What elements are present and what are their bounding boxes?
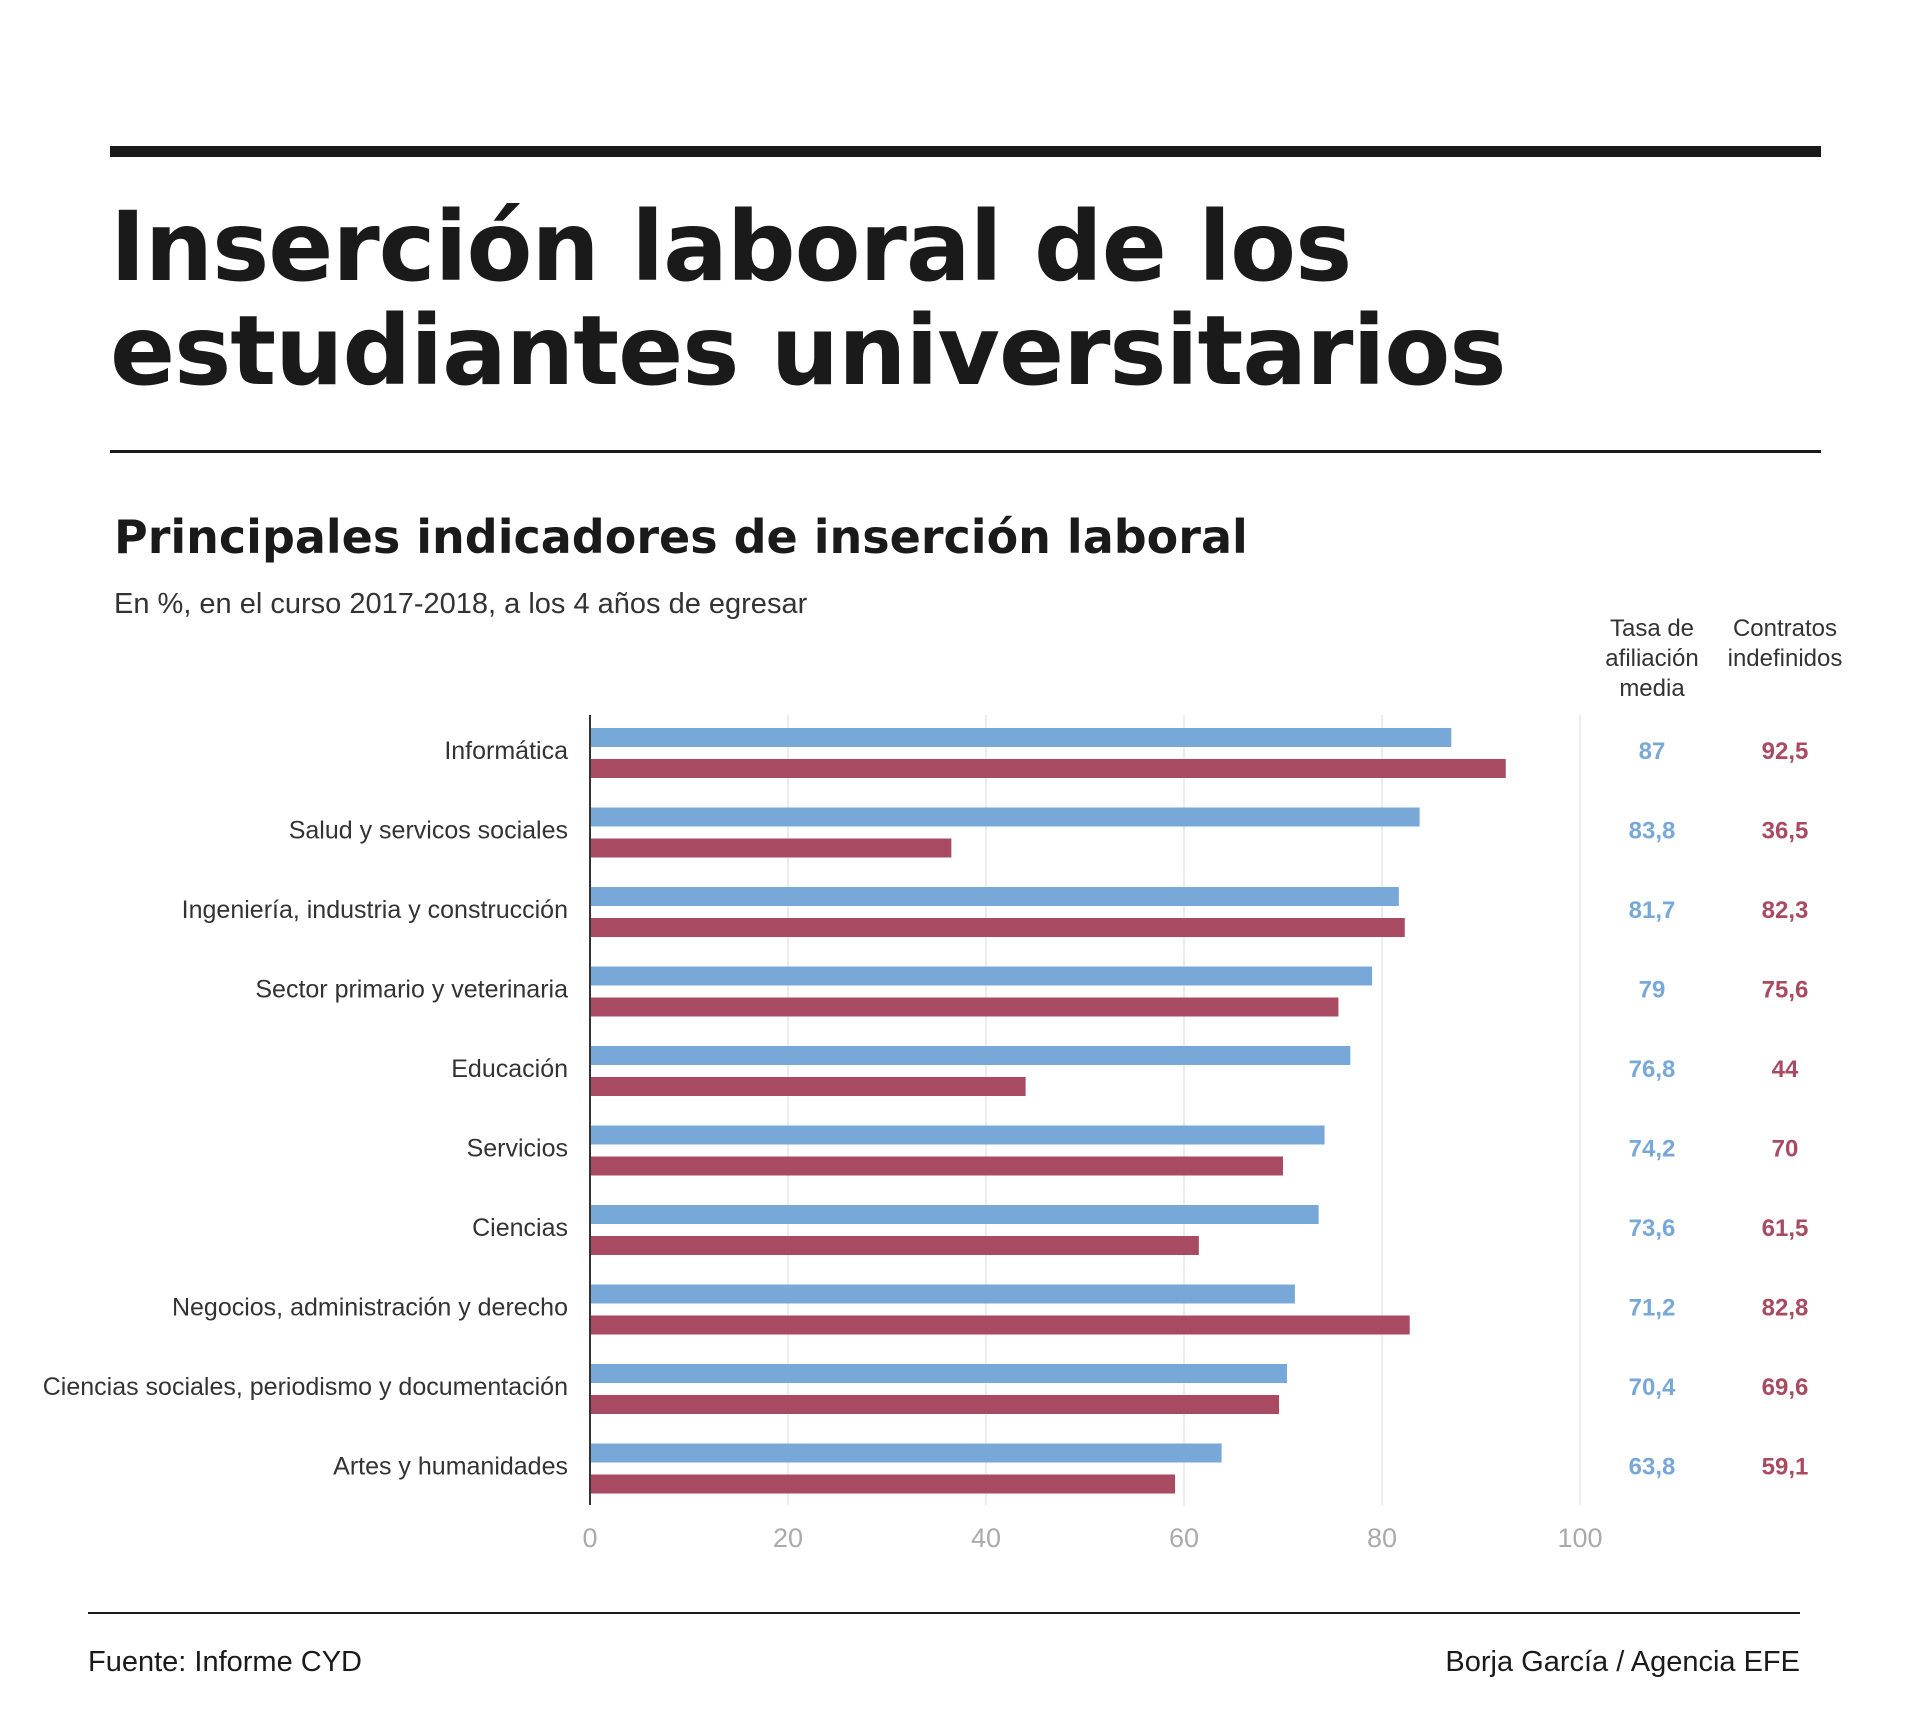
x-tick-label: 40 <box>971 1523 1001 1553</box>
bar-indefinidos <box>590 1236 1199 1255</box>
bar-afiliacion <box>590 1205 1319 1224</box>
chart-title: Principales indicadores de inserción lab… <box>114 510 1248 564</box>
value-label-indefinidos: 82,8 <box>1762 1295 1809 1322</box>
category-label: Informática <box>444 737 568 765</box>
category-label: Negocios, administración y derecho <box>172 1294 568 1322</box>
bar-afiliacion <box>590 887 1399 906</box>
category-label: Ciencias sociales, periodismo y document… <box>43 1373 568 1401</box>
top-rule <box>110 146 1821 157</box>
x-tick-label: 60 <box>1169 1523 1199 1553</box>
x-tick-label: 20 <box>773 1523 803 1553</box>
value-label-indefinidos: 75,6 <box>1762 977 1809 1004</box>
bar-afiliacion <box>590 1443 1222 1463</box>
title-rule <box>110 450 1821 453</box>
column-header-afiliacion: Tasa de afiliación media <box>1605 615 1699 702</box>
category-label: Educación <box>451 1055 568 1083</box>
bar-indefinidos <box>590 838 952 858</box>
page-title: Inserción laboral de los estudiantes uni… <box>110 191 1506 407</box>
bar-indefinidos <box>590 1474 1176 1494</box>
bar-indefinidos <box>590 1315 1410 1335</box>
value-label-afiliacion: 81,7 <box>1629 897 1676 924</box>
column-header-indefinidos: Contratos indefinidos <box>1727 615 1843 672</box>
bar-indefinidos <box>590 1156 1283 1176</box>
value-label-indefinidos: 92,5 <box>1762 738 1809 765</box>
bar-indefinidos <box>590 1077 1026 1096</box>
x-tick-label: 100 <box>1557 1523 1602 1553</box>
value-label-indefinidos: 59,1 <box>1762 1454 1809 1481</box>
value-label-afiliacion: 79 <box>1639 977 1666 1004</box>
category-label: Salud y servicos sociales <box>289 817 568 845</box>
value-label-afiliacion: 73,6 <box>1629 1215 1676 1242</box>
value-label-afiliacion: 87 <box>1639 738 1666 765</box>
footer-rule <box>88 1612 1800 1614</box>
bar-indefinidos <box>590 1395 1280 1414</box>
value-label-afiliacion: 71,2 <box>1629 1295 1676 1322</box>
chart-subtitle: En %, en el curso 2017-2018, a los 4 año… <box>114 588 808 620</box>
value-label-indefinidos: 70 <box>1772 1136 1799 1163</box>
category-label: Sector primario y veterinaria <box>255 976 568 1004</box>
value-label-indefinidos: 82,3 <box>1762 897 1809 924</box>
value-label-indefinidos: 44 <box>1772 1056 1799 1083</box>
value-label-indefinidos: 61,5 <box>1762 1215 1809 1242</box>
bar-indefinidos <box>590 918 1405 937</box>
value-label-afiliacion: 74,2 <box>1629 1136 1676 1163</box>
category-label: Ingeniería, industria y construcción <box>182 896 568 924</box>
bar-afiliacion <box>590 807 1420 827</box>
value-label-indefinidos: 69,6 <box>1762 1374 1809 1401</box>
category-label: Servicios <box>467 1135 568 1163</box>
value-label-afiliacion: 83,8 <box>1629 818 1676 845</box>
bar-afiliacion <box>590 1284 1295 1304</box>
x-tick-label: 0 <box>582 1523 597 1553</box>
value-label-afiliacion: 70,4 <box>1629 1374 1676 1401</box>
bar-afiliacion <box>590 966 1373 986</box>
value-label-afiliacion: 63,8 <box>1629 1454 1676 1481</box>
value-label-afiliacion: 76,8 <box>1629 1056 1676 1083</box>
credit-text: Borja García / Agencia EFE <box>1445 1646 1800 1678</box>
x-tick-label: 80 <box>1367 1523 1397 1553</box>
bar-afiliacion <box>590 1125 1325 1145</box>
bar-indefinidos <box>590 997 1339 1017</box>
bar-indefinidos <box>590 759 1506 778</box>
category-label: Artes y humanidades <box>333 1453 568 1481</box>
value-label-indefinidos: 36,5 <box>1762 818 1809 845</box>
category-label: Ciencias <box>472 1214 568 1242</box>
bar-afiliacion <box>590 1046 1351 1065</box>
bar-afiliacion <box>590 1364 1287 1383</box>
source-text: Fuente: Informe CYD <box>88 1646 362 1678</box>
bar-afiliacion <box>590 728 1452 747</box>
